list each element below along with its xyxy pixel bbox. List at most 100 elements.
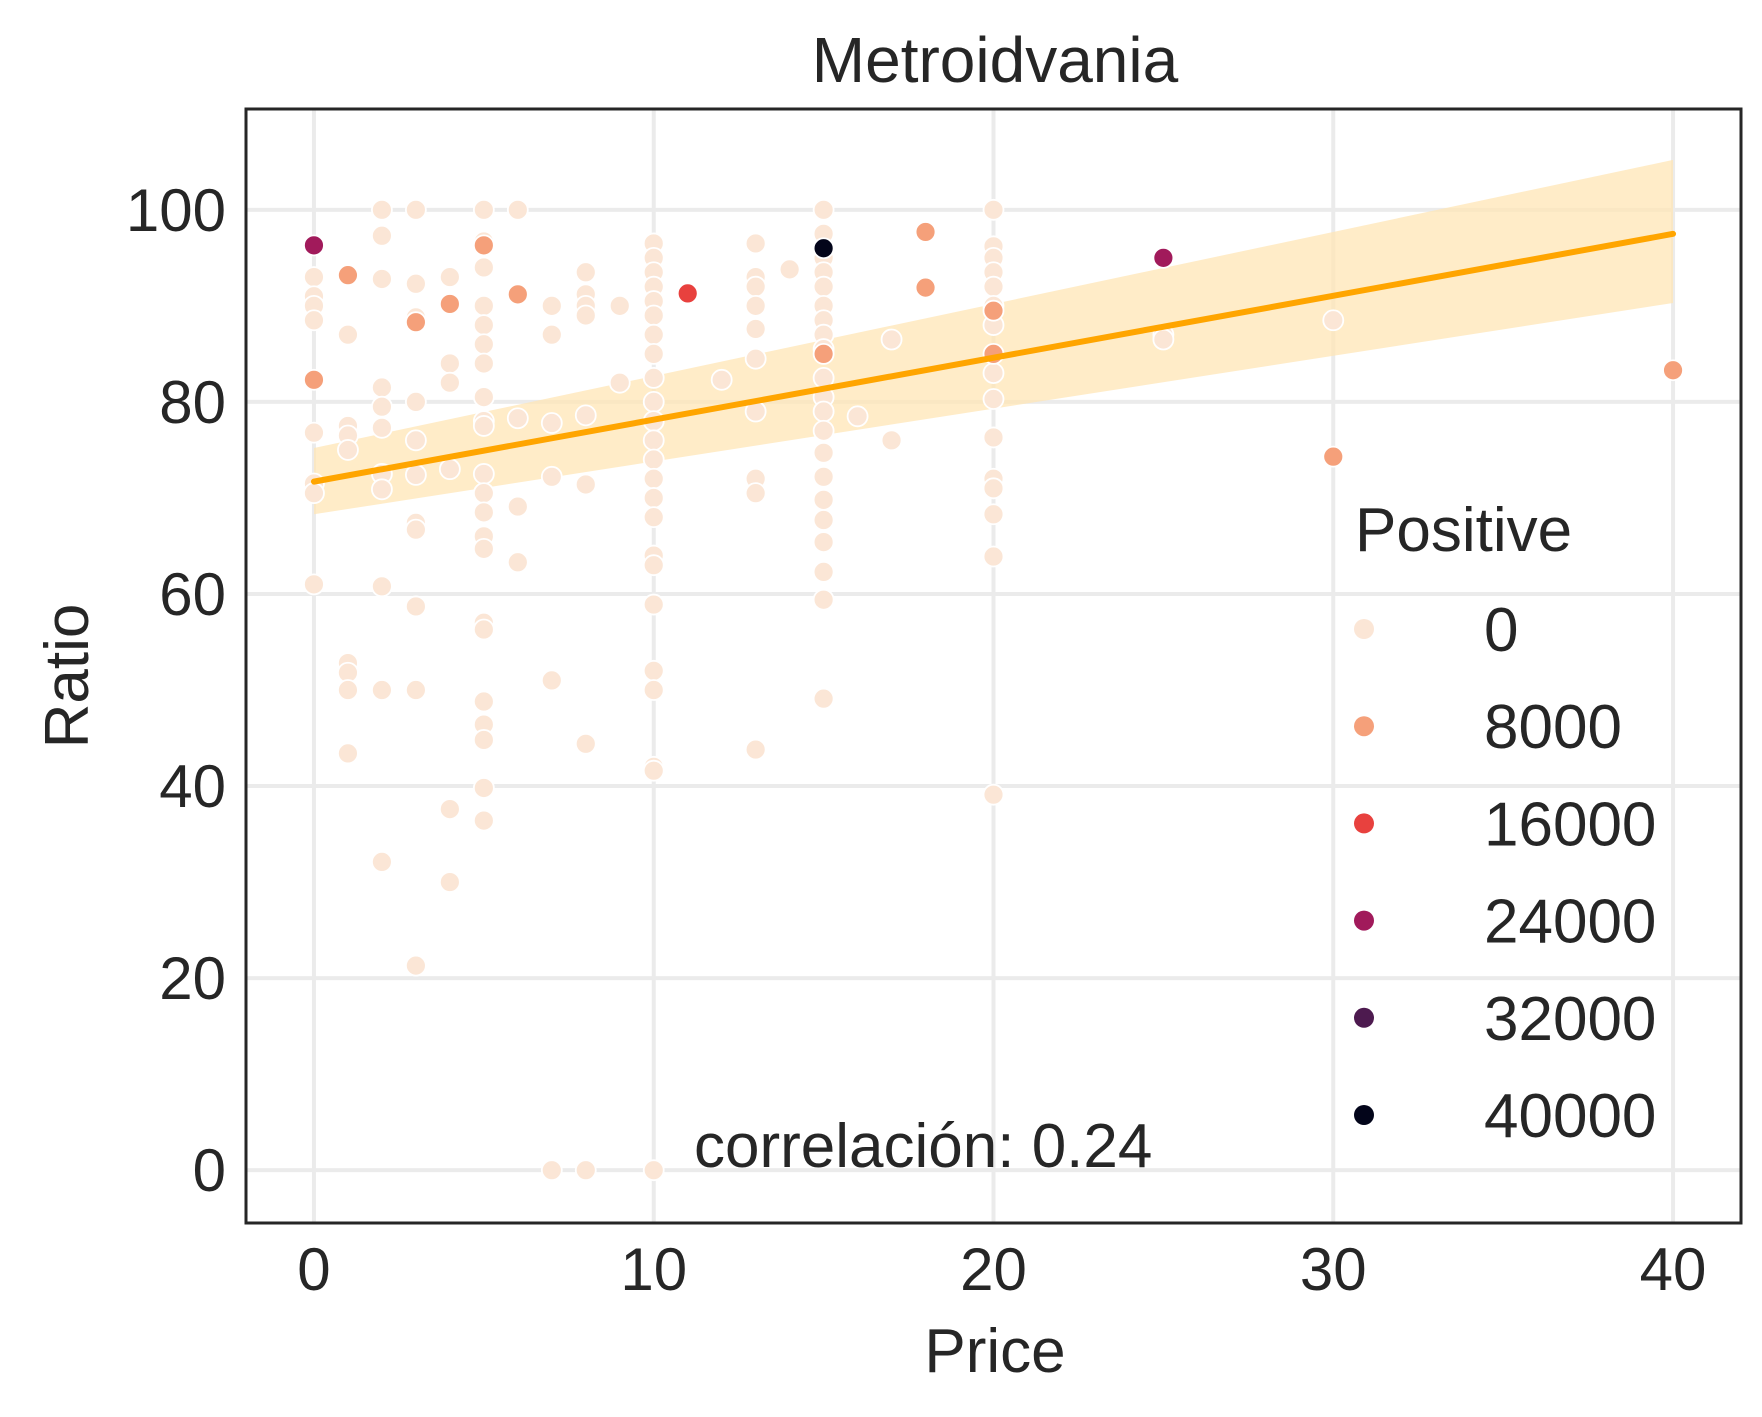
y-tick-label: 100: [126, 177, 226, 244]
data-point: [371, 376, 393, 399]
x-tick-label: 0: [297, 1236, 330, 1303]
data-point: [438, 458, 461, 481]
data-point: [642, 304, 665, 327]
data-point: [404, 311, 427, 334]
data-point: [744, 232, 767, 255]
data-point: [880, 429, 903, 452]
data-point: [472, 415, 495, 437]
data-point: [472, 809, 495, 832]
data-point: [337, 264, 359, 287]
legend: Positive 0 8000 16000 24000 32000 40000: [1354, 496, 1656, 1151]
data-point: [438, 293, 461, 315]
data-point: [744, 275, 767, 298]
data-point: [303, 309, 325, 332]
data-point: [744, 294, 767, 317]
data-point: [472, 294, 495, 317]
data-point: [642, 679, 665, 701]
data-point: [982, 503, 1005, 526]
data-point: [540, 465, 563, 488]
legend-label: 0: [1484, 596, 1518, 665]
data-point: [506, 283, 529, 306]
data-point: [812, 560, 835, 583]
data-point: [812, 441, 835, 464]
data-point: [846, 405, 869, 428]
x-tick-label: 40: [1640, 1236, 1707, 1303]
data-point: [472, 690, 495, 713]
data-point: [982, 275, 1005, 298]
data-point: [472, 729, 495, 751]
data-point: [982, 388, 1005, 410]
data-point: [472, 352, 495, 375]
data-point: [914, 221, 937, 243]
x-tick-label: 20: [960, 1236, 1027, 1303]
data-point: [642, 554, 665, 577]
data-point: [472, 333, 495, 356]
data-point: [812, 275, 835, 298]
data-point: [812, 400, 835, 423]
y-tick-label: 80: [159, 369, 226, 436]
data-point: [303, 482, 325, 505]
data-point: [371, 575, 393, 598]
data-point: [404, 518, 427, 541]
data-point: [880, 328, 903, 351]
data-point: [337, 679, 359, 701]
data-point: [982, 362, 1005, 384]
data-point: [506, 495, 529, 518]
data-point: [506, 198, 529, 221]
legend-label: 40000: [1484, 1082, 1656, 1151]
data-point: [404, 595, 427, 618]
regression-line: [310, 230, 1677, 485]
data-point: [574, 473, 597, 496]
x-axis-label: Price: [924, 1317, 1065, 1386]
data-point: [608, 294, 631, 317]
data-point: [1152, 328, 1175, 351]
data-point: [642, 1159, 665, 1182]
legend-label: 24000: [1484, 888, 1656, 957]
data-point: [812, 588, 835, 611]
points-layer: [303, 198, 1684, 1182]
data-point: [812, 509, 835, 531]
data-point: [371, 395, 393, 418]
data-point: [982, 477, 1005, 500]
data-point: [371, 268, 393, 290]
data-point: [472, 482, 495, 505]
legend-marker: [1354, 813, 1374, 834]
data-point: [404, 429, 427, 452]
data-point: [812, 465, 835, 488]
data-point: [778, 258, 801, 281]
data-point: [574, 261, 597, 284]
y-tick-label: 0: [193, 1137, 226, 1204]
legend-marker: [1354, 1105, 1374, 1125]
data-point: [642, 487, 665, 509]
data-point: [812, 198, 835, 221]
data-point: [982, 426, 1005, 449]
data-point: [438, 371, 461, 394]
data-point: [608, 371, 631, 394]
data-point: [404, 679, 427, 701]
data-point: [438, 871, 461, 893]
data-point: [812, 419, 835, 442]
data-point: [472, 618, 495, 641]
legend-label: 16000: [1484, 790, 1656, 859]
data-point: [472, 234, 495, 257]
regression-line-layer: [310, 230, 1677, 485]
data-point: [540, 1159, 563, 1182]
data-point: [1152, 246, 1175, 269]
data-point: [642, 391, 665, 413]
data-point: [1322, 445, 1345, 468]
legend-title: Positive: [1355, 496, 1572, 565]
data-point: [472, 501, 495, 524]
legend-marker: [1354, 619, 1374, 639]
data-point: [574, 404, 597, 427]
legend-marker: [1354, 910, 1374, 931]
data-point: [642, 506, 665, 529]
data-point: [438, 352, 461, 375]
data-point: [744, 482, 767, 505]
data-point: [744, 318, 767, 340]
data-point: [303, 234, 325, 257]
data-point: [472, 386, 495, 409]
data-point: [337, 323, 359, 346]
data-point: [540, 412, 563, 434]
data-point: [404, 463, 427, 486]
